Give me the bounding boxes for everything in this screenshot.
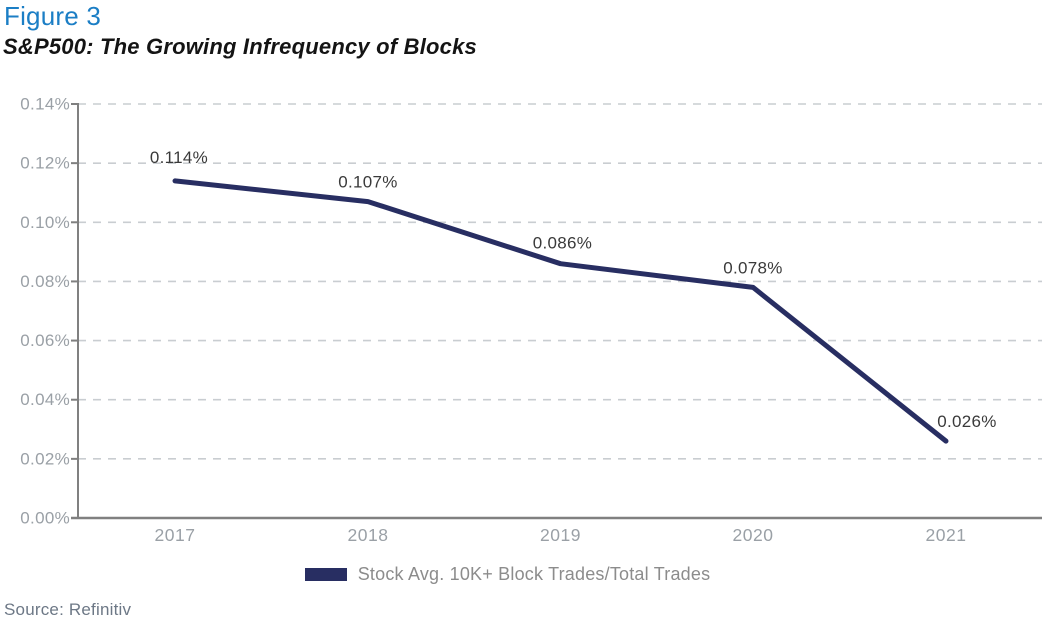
svg-text:2020: 2020: [733, 525, 774, 545]
svg-text:0.10%: 0.10%: [20, 213, 70, 232]
chart-title: S&P500: The Growing Infrequency of Block…: [3, 34, 477, 59]
axes: [71, 103, 1042, 520]
line-chart: 0.00% 0.02% 0.04% 0.06% 0.08% 0.10% 0.12% 0.14%…: [20, 95, 1042, 545]
svg-text:0.026%: 0.026%: [937, 412, 996, 431]
svg-text:0.00%: 0.00%: [20, 509, 70, 528]
svg-text:0.086%: 0.086%: [533, 234, 592, 253]
svg-text:2018: 2018: [348, 525, 389, 545]
legend-label: Stock Avg. 10K+ Block Trades/Total Trade…: [357, 563, 711, 584]
figure-label: Figure 3: [4, 1, 101, 31]
series-line: [172, 178, 949, 444]
svg-text:2019: 2019: [540, 525, 581, 545]
svg-text:0.04%: 0.04%: [20, 390, 70, 409]
legend-swatch: [304, 567, 347, 581]
gridlines: [78, 103, 1042, 460]
chart-legend: Stock Avg. 10K+ Block Trades/Total Trade…: [0, 563, 1015, 585]
svg-text:0.12%: 0.12%: [20, 154, 70, 173]
svg-text:0.02%: 0.02%: [20, 449, 70, 468]
svg-text:0.078%: 0.078%: [723, 258, 782, 277]
data-labels: 0.114% 0.107% 0.086% 0.078% 0.026%: [150, 148, 997, 431]
y-axis-ticks: [71, 103, 78, 519]
svg-text:2021: 2021: [926, 525, 967, 545]
x-axis-labels: 2017 2018 2019 2020 2021: [155, 525, 967, 545]
source-note: Source: Refinitiv: [4, 600, 132, 619]
svg-text:0.08%: 0.08%: [20, 272, 70, 291]
svg-text:0.107%: 0.107%: [338, 173, 397, 192]
svg-text:0.114%: 0.114%: [150, 148, 208, 167]
svg-text:2017: 2017: [155, 525, 196, 545]
y-axis-labels: 0.00% 0.02% 0.04% 0.06% 0.08% 0.10% 0.12% 0.14%: [20, 95, 70, 528]
svg-text:0.14%: 0.14%: [20, 95, 70, 114]
svg-text:0.06%: 0.06%: [20, 331, 70, 350]
